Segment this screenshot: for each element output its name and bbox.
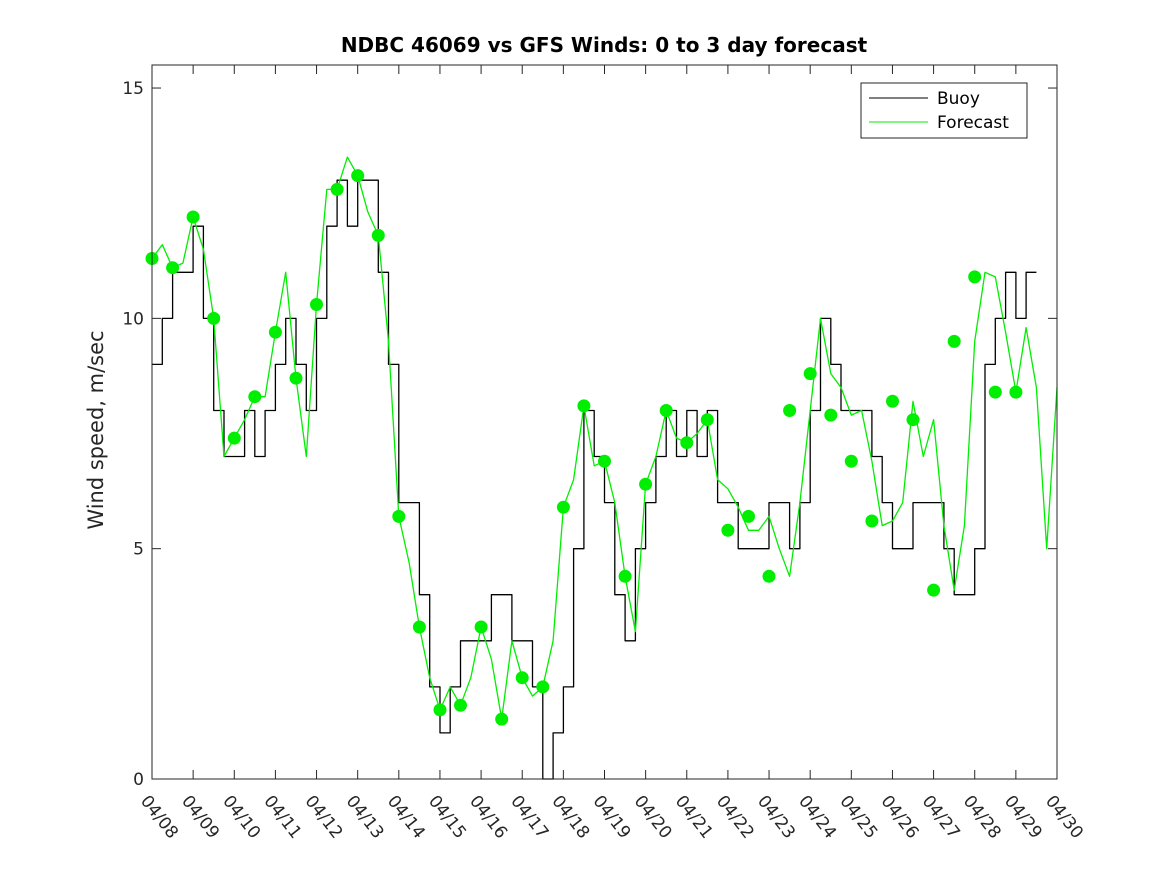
forecast-marker [310,298,323,311]
forecast-marker [742,509,755,523]
forecast-marker [968,270,982,284]
forecast-marker [700,413,714,427]
forecast-marker [412,620,426,634]
forecast-marker [515,671,529,685]
y-axis-ticks: 0 5 10 15 [122,79,1057,790]
forecast-marker [865,514,879,528]
forecast-marker [166,261,180,275]
forecast-marker [495,712,509,726]
y-tick-label: 10 [122,309,144,329]
forecast-marker [618,569,632,583]
legend-buoy-label: Buoy [937,89,980,109]
y-axis-label: Wind speed, m/sec [84,330,108,529]
forecast-marker [268,325,282,339]
forecast-marker [248,390,262,404]
forecast-marker [988,385,1002,399]
forecast-marker [371,228,385,242]
chart-title: NDBC 46069 vs GFS Winds: 0 to 3 day fore… [341,33,868,57]
forecast-marker [844,454,858,468]
forecast-marker [721,523,735,537]
forecast-marker [824,408,838,422]
forecast-marker [207,311,221,325]
legend-forecast-label: Forecast [937,113,1009,133]
forecast-marker [392,509,406,523]
forecast-marker [536,680,550,694]
forecast-marker [659,404,673,417]
forecast-marker [639,477,653,491]
forecast-marker [680,436,694,450]
plot-area [152,65,1057,779]
series-line-buoy [152,179,1037,780]
forecast-marker [577,399,591,413]
forecast-marker [598,454,611,468]
forecast-marker [762,569,776,583]
forecast-marker [947,334,961,348]
forecast-marker [330,182,344,196]
forecast-marker [886,394,899,408]
y-tick-label: 5 [133,540,144,560]
forecast-marker [454,698,467,712]
y-tick-label: 0 [133,770,144,790]
series-layer [145,156,1058,780]
y-tick-label: 15 [122,79,144,99]
forecast-marker [433,703,447,717]
forecast-marker [227,431,241,445]
legend-box [860,82,1028,139]
forecast-marker [474,620,488,634]
forecast-marker [351,169,365,183]
forecast-marker [783,404,797,417]
forecast-marker [927,583,941,597]
forecast-marker [906,413,920,427]
forecast-marker [186,210,200,224]
forecast-marker [1009,385,1023,399]
forecast-marker [556,500,570,514]
forecast-marker [803,367,817,381]
plot-frame [151,64,1058,780]
legend: Buoy Forecast [860,82,1028,139]
forecast-marker [289,371,303,385]
